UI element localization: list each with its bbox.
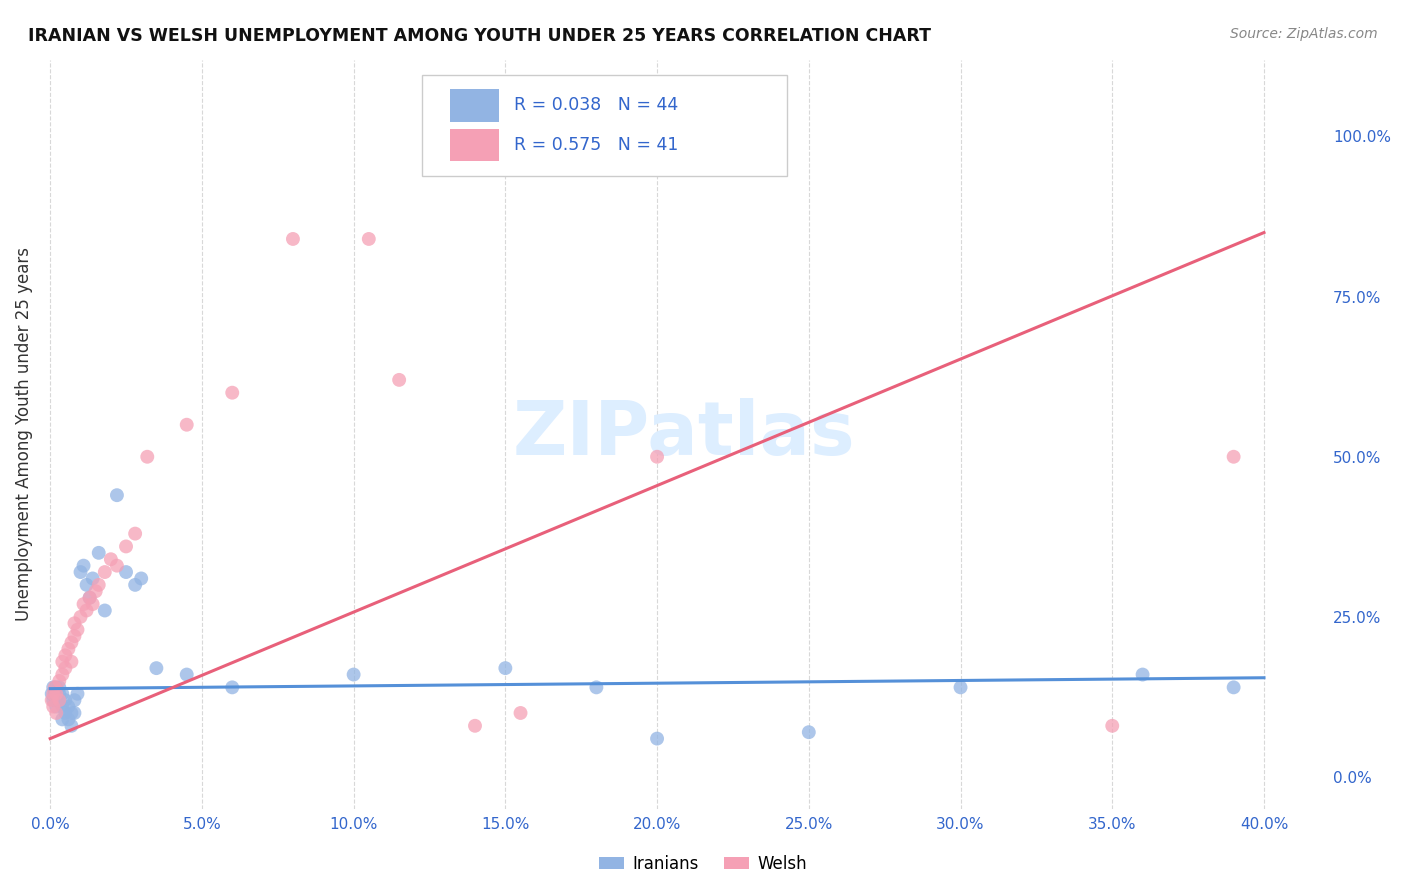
- Text: R = 0.038   N = 44: R = 0.038 N = 44: [515, 96, 678, 114]
- Point: [44, 687, 66, 701]
- Point: [585, 681, 607, 695]
- Y-axis label: Unemployment Among Youth under 25 years: Unemployment Among Youth under 25 years: [15, 247, 32, 622]
- Point: [176, 667, 198, 681]
- Point: [1132, 667, 1154, 681]
- Point: [105, 488, 128, 502]
- Point: [82, 597, 104, 611]
- Text: R = 0.575   N = 41: R = 0.575 N = 41: [515, 136, 679, 154]
- Point: [63, 693, 86, 707]
- Point: [494, 661, 516, 675]
- Point: [63, 706, 86, 720]
- Point: [645, 731, 668, 746]
- Point: [145, 661, 167, 675]
- Point: [58, 641, 80, 656]
- Point: [82, 571, 104, 585]
- Point: [60, 635, 83, 649]
- Point: [48, 681, 70, 695]
- Point: [44, 681, 66, 695]
- Point: [42, 687, 65, 701]
- Point: [58, 699, 80, 714]
- Point: [60, 706, 83, 720]
- Point: [53, 648, 76, 663]
- Point: [388, 373, 411, 387]
- Point: [42, 681, 65, 695]
- Point: [63, 616, 86, 631]
- Point: [115, 540, 138, 554]
- Bar: [450, 89, 499, 121]
- Point: [42, 693, 65, 707]
- Point: [509, 706, 531, 720]
- Point: [53, 706, 76, 720]
- Point: [45, 699, 67, 714]
- Point: [124, 578, 146, 592]
- Point: [60, 719, 83, 733]
- Point: [1101, 719, 1123, 733]
- Point: [53, 661, 76, 675]
- Point: [69, 610, 91, 624]
- Point: [51, 687, 73, 701]
- Point: [1222, 681, 1244, 695]
- Point: [41, 687, 63, 701]
- Point: [66, 687, 89, 701]
- Point: [45, 681, 67, 695]
- Point: [72, 558, 94, 573]
- Text: Source: ZipAtlas.com: Source: ZipAtlas.com: [1230, 27, 1378, 41]
- Point: [1222, 450, 1244, 464]
- Point: [645, 450, 668, 464]
- Point: [136, 450, 159, 464]
- Point: [53, 693, 76, 707]
- Point: [221, 681, 243, 695]
- Point: [87, 546, 110, 560]
- Point: [48, 687, 70, 701]
- Point: [797, 725, 820, 739]
- Point: [63, 629, 86, 643]
- Text: IRANIAN VS WELSH UNEMPLOYMENT AMONG YOUTH UNDER 25 YEARS CORRELATION CHART: IRANIAN VS WELSH UNEMPLOYMENT AMONG YOUT…: [28, 27, 931, 45]
- Point: [69, 565, 91, 579]
- Point: [464, 719, 486, 733]
- Point: [949, 681, 972, 695]
- Point: [48, 693, 70, 707]
- Point: [115, 565, 138, 579]
- Point: [51, 667, 73, 681]
- Point: [357, 232, 380, 246]
- Point: [221, 385, 243, 400]
- Point: [87, 578, 110, 592]
- Point: [51, 699, 73, 714]
- Point: [79, 591, 101, 605]
- FancyBboxPatch shape: [422, 75, 787, 176]
- Point: [48, 673, 70, 688]
- Point: [281, 232, 304, 246]
- Point: [41, 693, 63, 707]
- Bar: [450, 128, 499, 161]
- Point: [42, 699, 65, 714]
- Point: [76, 603, 98, 617]
- Point: [79, 591, 101, 605]
- Point: [51, 655, 73, 669]
- Point: [105, 558, 128, 573]
- Point: [129, 571, 152, 585]
- Point: [48, 693, 70, 707]
- Point: [45, 687, 67, 701]
- Legend: Iranians, Welsh: Iranians, Welsh: [592, 848, 814, 880]
- Point: [94, 565, 117, 579]
- Point: [100, 552, 122, 566]
- Point: [72, 597, 94, 611]
- Point: [124, 526, 146, 541]
- Point: [94, 603, 117, 617]
- Point: [45, 706, 67, 720]
- Point: [45, 693, 67, 707]
- Point: [76, 578, 98, 592]
- Point: [343, 667, 366, 681]
- Point: [176, 417, 198, 432]
- Point: [84, 584, 107, 599]
- Text: ZIPatlas: ZIPatlas: [513, 398, 856, 471]
- Point: [51, 712, 73, 726]
- Point: [60, 655, 83, 669]
- Point: [58, 712, 80, 726]
- Point: [66, 623, 89, 637]
